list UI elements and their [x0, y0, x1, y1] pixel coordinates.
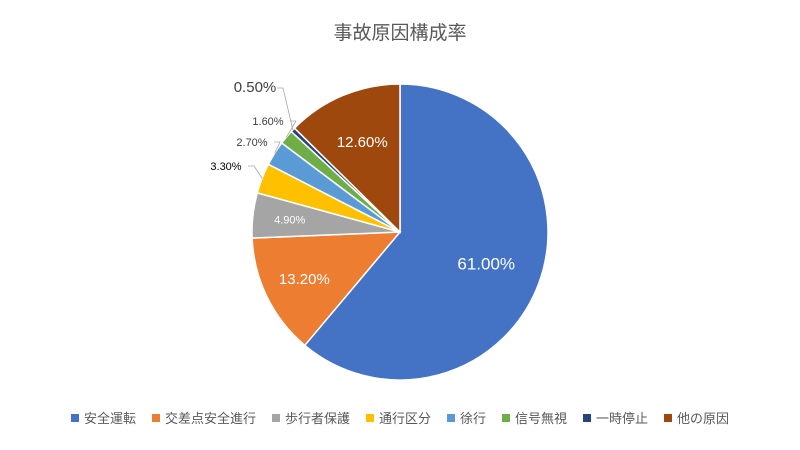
legend-swatch: [151, 413, 160, 422]
legend-swatch: [447, 413, 455, 422]
leader-line-5: [274, 141, 281, 154]
legend-label: 信号無視: [515, 412, 568, 427]
leader-line-6: [286, 120, 297, 138]
chart-title: 事故原因構成率: [333, 22, 467, 44]
pie-slice-1: [303, 83, 549, 381]
legend-swatch: [70, 413, 79, 422]
legend-item-1: 安全運転: [70, 408, 136, 427]
legend-label: 徐行: [460, 412, 487, 427]
legend-item-7: 一時停止: [583, 408, 648, 427]
data-label-5: 2.70%: [236, 137, 267, 149]
data-label-2: 13.20%: [279, 271, 330, 288]
legend-swatch: [664, 413, 673, 422]
pie-slice-8: [293, 83, 401, 234]
legend-swatch: [365, 413, 374, 422]
legend-label: 安全運転: [83, 412, 136, 427]
legend-swatch: [502, 413, 511, 422]
legend-item-2: 交差点安全進行: [151, 408, 256, 427]
legend-label: 歩行者保護: [284, 412, 350, 427]
legend-label: 一時停止: [596, 412, 649, 427]
legend-label: 通行区分: [378, 412, 431, 427]
data-label-7: 0.50%: [234, 79, 277, 96]
data-label-8: 12.60%: [337, 134, 388, 151]
pie-chart: 61.00% 13.20% 4.90% 3.30% 2.70% 1.60% 0.50% 12.…: [210, 79, 549, 381]
legend-item-8: 他の原因: [664, 408, 729, 427]
data-label-6: 1.60%: [252, 116, 283, 128]
legend-swatch: [583, 413, 592, 422]
data-label-3: 4.90%: [274, 214, 305, 226]
legend-item-5: 徐行: [447, 408, 486, 427]
legend-item-4: 通行区分: [365, 408, 431, 427]
legend-item-6: 信号無視: [502, 408, 567, 427]
legend-item-3: 歩行者保護: [271, 408, 350, 427]
legend-swatch: [271, 413, 280, 422]
data-label-4: 3.30%: [210, 161, 241, 173]
data-label-1: 61.00%: [457, 254, 515, 273]
leader-lines: [248, 87, 297, 179]
legend-label: 交差点安全進行: [164, 412, 256, 427]
leader-line-7: [277, 87, 294, 130]
pie-slices: [251, 83, 549, 381]
data-labels: 61.00% 13.20% 4.90% 3.30% 2.70% 1.60% 0.50% 12.…: [210, 79, 515, 288]
leader-line-4: [248, 165, 263, 179]
legend: 安全運転 交差点安全進行 歩行者保護 通行区分 徐行 信号無視 一時停止 他の原因: [0, 408, 800, 427]
legend-label: 他の原因: [677, 412, 730, 427]
pie-slice-2: [251, 231, 402, 347]
